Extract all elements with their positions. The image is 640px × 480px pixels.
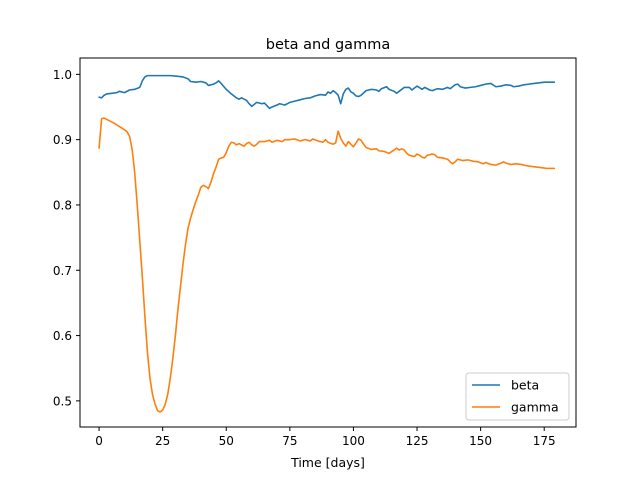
x-axis: 0 25 50 75 100 125 150 175: [95, 427, 556, 448]
legend-label-beta: beta: [511, 378, 539, 393]
y-tick-label: 1.0: [53, 68, 72, 82]
y-tick-label: 0.5: [53, 394, 72, 408]
plot-area: [98, 74, 556, 413]
x-tick-label: 125: [406, 434, 429, 448]
y-tick-label: 0.7: [53, 264, 72, 278]
axes-frame: [79, 57, 577, 428]
y-tick-label: 0.8: [53, 198, 72, 212]
x-tick-label: 100: [342, 434, 365, 448]
x-tick-label: 0: [95, 434, 103, 448]
legend: beta gamma: [465, 372, 570, 421]
x-tick-label: 150: [469, 434, 492, 448]
x-tick-label: 75: [282, 434, 297, 448]
y-axis: 0.5 0.6 0.7 0.8 0.9 1.0: [53, 68, 80, 408]
x-axis-label: Time [days]: [290, 455, 365, 470]
y-tick-label: 0.9: [53, 133, 72, 147]
x-tick-label: 175: [533, 434, 556, 448]
series-line-beta: [98, 74, 556, 110]
series-line-gamma: [98, 117, 556, 413]
x-tick-label: 25: [155, 434, 170, 448]
x-tick-label: 50: [219, 434, 234, 448]
y-tick-label: 0.6: [53, 329, 72, 343]
chart-title: beta and gamma: [266, 37, 390, 53]
legend-label-gamma: gamma: [511, 400, 559, 415]
